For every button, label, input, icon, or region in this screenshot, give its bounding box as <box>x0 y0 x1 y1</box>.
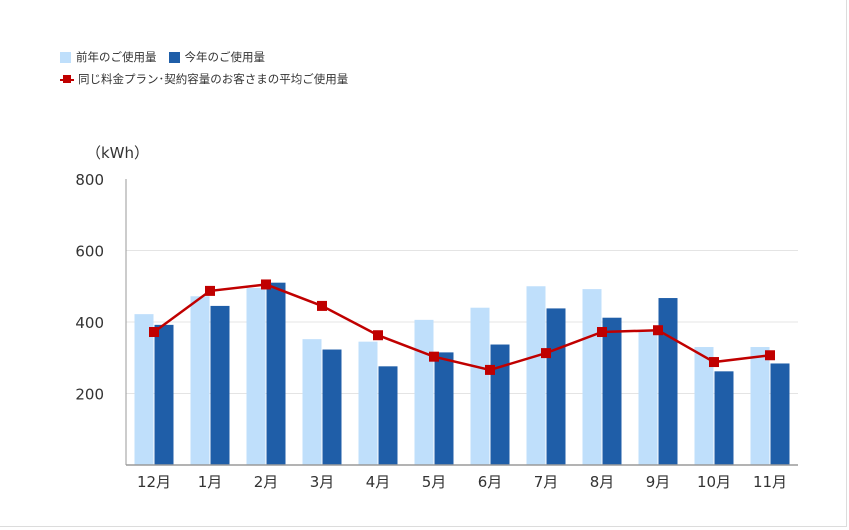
x-tick-labels: 12月 1月 2月 3月 4月 5月 6月 7月 8月 9月 10月 11月 <box>137 473 787 491</box>
legend-swatch-average <box>60 74 74 85</box>
legend-row-bars: 前年のご使用量 今年のご使用量 <box>60 49 277 65</box>
bars <box>134 282 790 465</box>
legend-label-last-year: 前年のご使用量 <box>76 50 157 64</box>
legend-item-last-year: 前年のご使用量 <box>60 49 157 65</box>
x-tick-label-1: 12月 <box>137 473 171 491</box>
bar-this-year-8 <box>546 308 566 465</box>
average-point-9 <box>597 327 607 338</box>
bar-last-year-11 <box>694 347 714 465</box>
legend-label-this-year: 今年のご使用量 <box>184 50 266 64</box>
x-tick-label-7: 6月 <box>478 473 503 491</box>
legend-swatch-last-year <box>60 51 71 63</box>
bar-this-year-10 <box>658 298 678 465</box>
bar-last-year-6 <box>414 319 434 465</box>
average-point-12 <box>765 350 775 361</box>
average-point-8 <box>541 348 551 359</box>
x-tick-label-9: 8月 <box>590 473 615 491</box>
y-tick-labels: 200 400 600 800 <box>75 171 104 404</box>
x-tick-label-3: 2月 <box>254 473 279 491</box>
average-line-path <box>153 283 771 372</box>
bar-last-year-2 <box>190 296 210 465</box>
axes <box>125 179 798 466</box>
bar-last-year-8 <box>526 286 546 465</box>
average-point-1 <box>149 327 159 338</box>
bar-this-year-4 <box>322 349 342 465</box>
x-tick-label-10: 9月 <box>646 473 671 491</box>
bar-this-year-11 <box>714 371 734 465</box>
y-tick-label-800: 800 <box>75 171 104 189</box>
average-point-5 <box>373 330 383 341</box>
average-point-6 <box>429 351 439 362</box>
bar-last-year-10 <box>638 330 658 465</box>
average-line <box>149 279 775 375</box>
bar-this-year-3 <box>266 282 286 465</box>
average-point-3 <box>261 279 271 290</box>
average-point-7 <box>485 364 495 375</box>
legend-swatch-this-year <box>168 51 180 63</box>
bar-last-year-5 <box>358 341 378 465</box>
x-tick-label-8: 7月 <box>534 473 559 491</box>
x-tick-label-4: 3月 <box>310 473 335 491</box>
legend-label-average: 同じ料金プラン･契約容量のお客さまの平均ご使用量 <box>78 72 349 86</box>
legend-row-line: 同じ料金プラン･契約容量のお客さまの平均ご使用量 <box>60 71 360 87</box>
bar-last-year-3 <box>246 288 266 465</box>
bar-this-year-6 <box>434 352 454 465</box>
bar-last-year-4 <box>302 339 322 465</box>
bar-last-year-1 <box>134 314 154 465</box>
bar-this-year-2 <box>210 305 230 465</box>
bar-this-year-12 <box>770 363 790 465</box>
legend-item-average: 同じ料金プラン･契約容量のお客さまの平均ご使用量 <box>60 71 348 87</box>
y-axis-unit-label: （kWh） <box>86 144 149 162</box>
x-tick-label-2: 1月 <box>198 473 223 491</box>
x-tick-label-6: 5月 <box>422 473 447 491</box>
gridlines <box>126 250 798 394</box>
bar-this-year-9 <box>602 317 622 465</box>
x-tick-label-12: 11月 <box>753 473 787 491</box>
average-point-2 <box>205 285 215 296</box>
y-tick-label-200: 200 <box>75 386 104 404</box>
y-tick-label-600: 600 <box>75 243 104 261</box>
bar-this-year-1 <box>154 324 174 465</box>
bar-last-year-7 <box>470 307 490 465</box>
average-point-4 <box>317 300 327 311</box>
bar-last-year-9 <box>582 289 602 465</box>
average-point-11 <box>709 357 719 368</box>
bar-this-year-5 <box>378 366 398 465</box>
x-tick-label-11: 10月 <box>697 473 731 491</box>
legend-item-this-year: 今年のご使用量 <box>168 49 266 65</box>
x-tick-label-5: 4月 <box>366 473 391 491</box>
average-point-10 <box>653 325 663 336</box>
bar-this-year-7 <box>490 344 510 465</box>
y-tick-label-400: 400 <box>75 314 104 332</box>
bar-last-year-12 <box>750 347 770 465</box>
